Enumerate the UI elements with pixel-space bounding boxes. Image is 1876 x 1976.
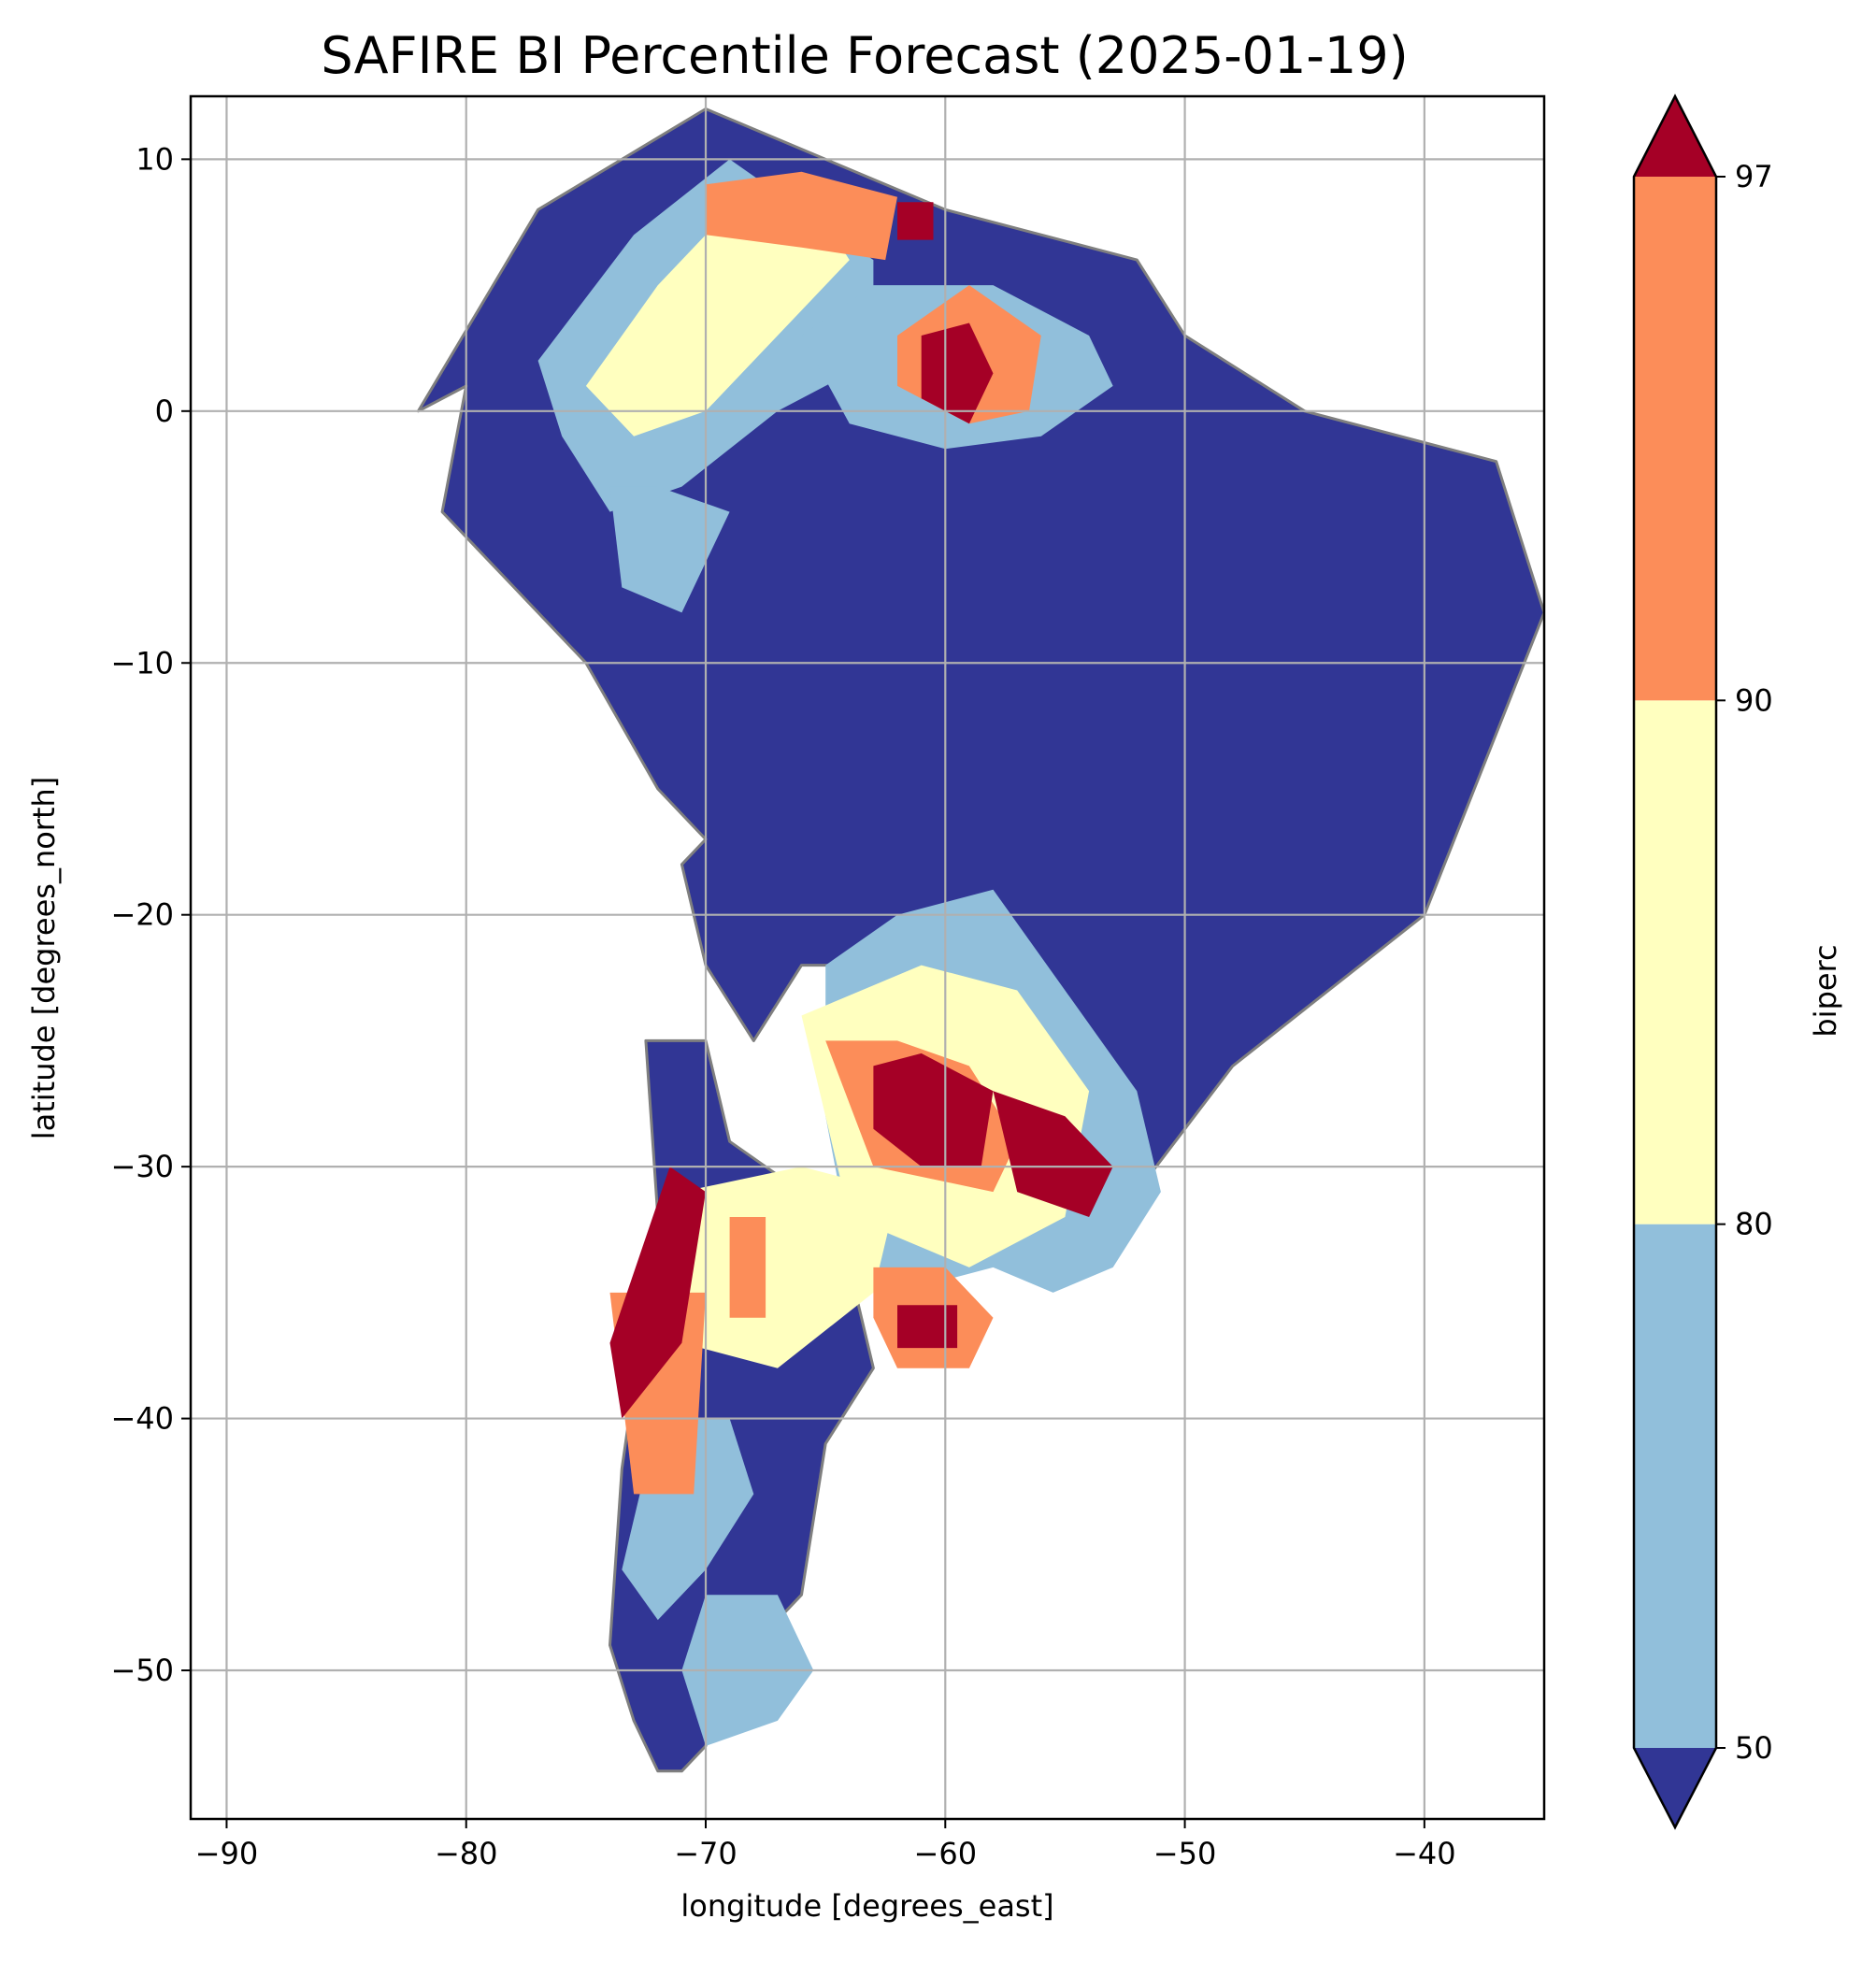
x-tick-label: −60 xyxy=(914,1836,978,1871)
region-gt97 xyxy=(921,322,994,424)
region-gt97 xyxy=(609,1167,706,1419)
x-tick-label: −80 xyxy=(435,1836,498,1871)
y-tick-label: −20 xyxy=(110,897,174,933)
region-gt97 xyxy=(873,1052,994,1167)
region-gt97 xyxy=(897,1305,958,1349)
map-area xyxy=(417,107,1544,1773)
y-axis-label: latitude [degrees_north] xyxy=(26,777,62,1140)
colorbar: 50 80 90 97 xyxy=(1632,93,1773,1830)
y-tick-label: 10 xyxy=(136,141,174,177)
colorbar-tick-label: 97 xyxy=(1735,159,1773,194)
region-90-97 xyxy=(729,1217,766,1318)
x-tick-label: −70 xyxy=(674,1836,738,1871)
x-tick-label: −90 xyxy=(195,1836,259,1871)
x-tick-label: −40 xyxy=(1393,1836,1456,1871)
x-tick-label: −50 xyxy=(1153,1836,1217,1871)
colorbar-tick-label: 90 xyxy=(1735,682,1773,718)
colorbar-extend-bottom xyxy=(1634,1748,1716,1827)
y-tick-label: −50 xyxy=(110,1653,174,1688)
colorbar-segment xyxy=(1634,1224,1716,1748)
y-tick-label: 0 xyxy=(155,394,174,429)
map-title: SAFIRE BI Percentile Forecast (2025-01-1… xyxy=(321,26,1408,85)
y-tick-label: −30 xyxy=(110,1149,174,1184)
colorbar-tick-label: 80 xyxy=(1735,1207,1773,1242)
y-tick-label: −10 xyxy=(110,645,174,680)
plot-frame xyxy=(189,94,1546,1821)
colorbar-tick-label: 50 xyxy=(1735,1730,1773,1766)
x-axis-label: longitude [degrees_east] xyxy=(680,1888,1053,1924)
colorbar-segment xyxy=(1634,177,1716,701)
colorbar-extend-top xyxy=(1634,96,1716,177)
region-gt97 xyxy=(993,1091,1113,1217)
region-80-90 xyxy=(585,184,850,437)
region-50-80 xyxy=(609,486,730,613)
colorbar-segment xyxy=(1634,700,1716,1224)
region-90-97 xyxy=(706,171,897,261)
axis-ticks: −90 −80 −70 −60 −50 −40 10 0 −10 −20 −30 −40 −50 xyxy=(110,141,1455,1871)
y-tick-label: −40 xyxy=(110,1401,174,1437)
gridlines xyxy=(191,96,1544,1819)
colorbar-label: biperc xyxy=(1808,944,1843,1037)
region-gt97 xyxy=(897,202,934,240)
